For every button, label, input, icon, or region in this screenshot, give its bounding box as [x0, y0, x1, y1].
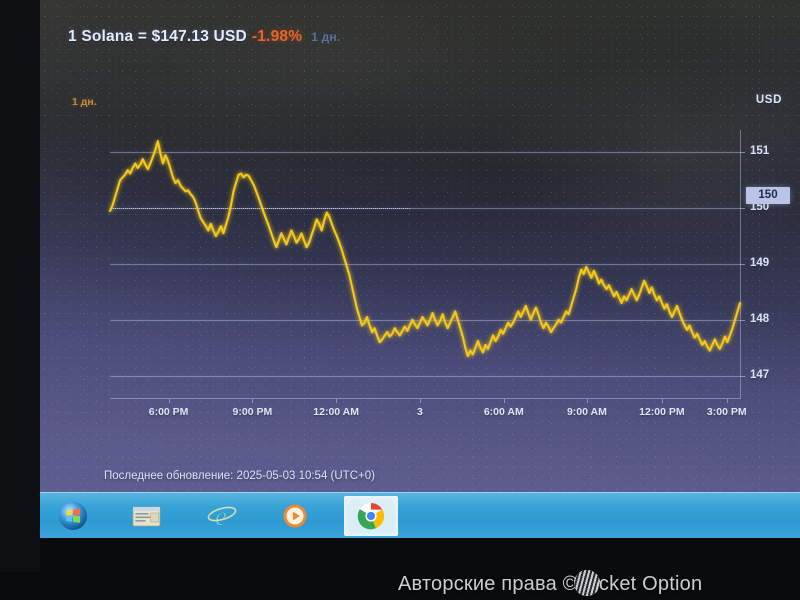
- y-tick: [740, 319, 745, 321]
- last-updated-text: Последнее обновление: 2025-05-03 10:54 (…: [104, 470, 375, 482]
- x-axis-label: 9:00 AM: [566, 406, 607, 418]
- y-tick: [740, 208, 745, 210]
- windows-taskbar[interactable]: e: [38, 492, 800, 539]
- y-tick: [740, 375, 745, 377]
- svg-text:e: e: [215, 501, 227, 531]
- x-tick: [252, 399, 254, 403]
- x-axis-label: 3:00 PM: [706, 406, 747, 418]
- price-chart[interactable]: 1 дн. USD 147 148 149 150 151 150: [68, 92, 790, 432]
- start-button[interactable]: [46, 496, 100, 536]
- current-price-badge: 150: [746, 187, 790, 205]
- chart-right-axis: [740, 130, 741, 398]
- chart-bottom-axis: [110, 398, 741, 399]
- currency-axis-label: USD: [755, 94, 782, 106]
- quote-pair-price: 1 Solana = $147.13 USD: [68, 28, 247, 45]
- chart-plot-area[interactable]: 147 148 149 150 151 150 6:00 PM 9:00 PM 12:00 …: [108, 130, 790, 418]
- watermark-prefix: Авторские права ©: [398, 573, 578, 595]
- x-tick: [419, 399, 421, 403]
- monitor-screen: 1 Solana = $147.13 USD -1.98% 1 дн. 1 дн. …: [38, 0, 800, 572]
- x-axis-label: 6:00 AM: [483, 406, 524, 418]
- file-explorer-button[interactable]: [120, 496, 174, 536]
- x-axis-label: 3: [417, 406, 423, 418]
- y-axis-label: 150: [750, 201, 770, 214]
- hp-logo-icon: [573, 570, 600, 596]
- internet-explorer-icon: e: [207, 501, 237, 531]
- y-axis-label: 147: [750, 368, 770, 381]
- x-axis-label: 12:00 AM: [313, 406, 360, 418]
- file-explorer-icon: [132, 506, 161, 527]
- internet-explorer-button[interactable]: e: [194, 496, 248, 536]
- reference-dotted-line: [110, 208, 410, 210]
- y-tick: [740, 264, 745, 265]
- gridline: [110, 208, 740, 210]
- gridline: [110, 152, 740, 154]
- x-tick: [336, 399, 338, 403]
- chrome-button[interactable]: [344, 496, 398, 536]
- chrome-icon: [357, 503, 385, 530]
- x-tick: [661, 399, 663, 403]
- media-player-play-icon: [283, 504, 307, 528]
- x-axis-label: 6:00 PM: [148, 406, 189, 418]
- monitor-bezel-left: [0, 0, 40, 600]
- monitor-bezel-bottom: [0, 572, 800, 600]
- x-axis-label: 9:00 PM: [232, 406, 273, 418]
- windows-start-orb-icon: [59, 502, 87, 530]
- y-axis-label: 148: [750, 312, 770, 325]
- header-range-hint: 1 дн.: [311, 30, 341, 44]
- price-quote-header: 1 Solana = $147.13 USD -1.98% 1 дн.: [68, 28, 340, 46]
- x-tick: [726, 399, 728, 403]
- y-tick: [740, 152, 745, 154]
- copyright-watermark: Авторские права © ocket Option: [398, 570, 702, 596]
- x-axis-label: 12:00 PM: [639, 406, 685, 418]
- app-page-background: [38, 0, 800, 492]
- gridline: [110, 375, 740, 377]
- screen-bottom-dark-strip: [38, 538, 800, 572]
- x-tick: [168, 399, 170, 403]
- y-axis-label: 151: [750, 145, 770, 158]
- gridline: [110, 264, 740, 265]
- x-tick: [503, 399, 505, 403]
- chart-range-tag[interactable]: 1 дн.: [72, 96, 97, 108]
- watermark-suffix: ocket Option: [587, 573, 703, 595]
- media-player-button[interactable]: [268, 496, 322, 536]
- y-axis-label: 149: [750, 257, 770, 269]
- price-line-series: [108, 140, 742, 358]
- price-change-percent: -1.98%: [251, 28, 303, 45]
- x-tick: [586, 399, 588, 403]
